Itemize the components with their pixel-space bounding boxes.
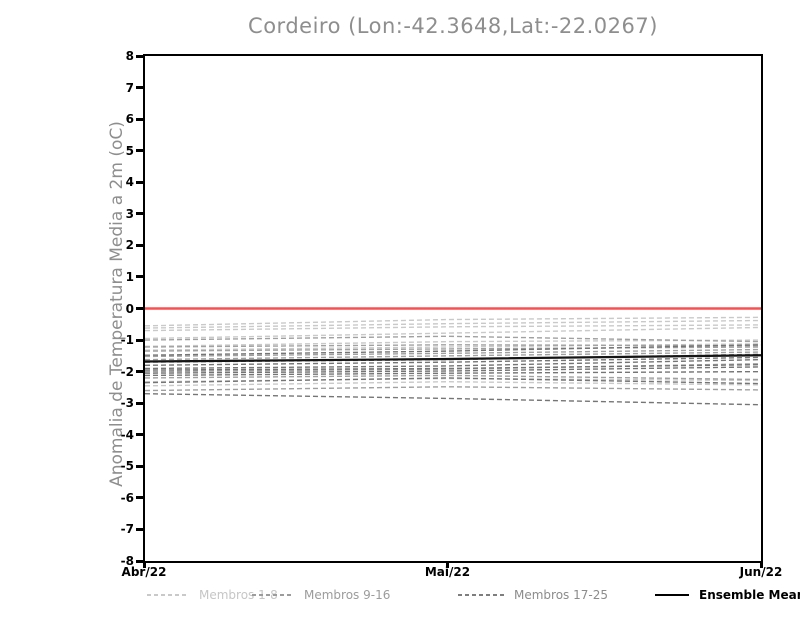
member-line-membro-8 <box>145 381 761 387</box>
member-line-membro-11 <box>145 346 761 352</box>
y-axis-tick <box>136 496 143 500</box>
y-axis-tick <box>136 180 143 184</box>
member-line-membro-25 <box>145 393 761 406</box>
legend-label: Membros 9-16 <box>304 588 391 602</box>
chart-legend: Membros 1-8 Membros 9-16 Membros 17-25 E… <box>0 587 800 603</box>
y-axis-tick <box>136 527 143 531</box>
member-line-membro-20 <box>145 358 761 370</box>
y-tick-label: -8 <box>120 554 134 568</box>
member-line-membro-24 <box>145 377 761 385</box>
member-line-membro-15 <box>145 374 761 381</box>
y-tick-label: -4 <box>120 427 134 442</box>
member-line-membro-5 <box>145 339 761 348</box>
y-axis-tick <box>136 243 143 247</box>
y-tick-label: 8 <box>125 49 134 63</box>
y-tick-label: 5 <box>125 143 134 158</box>
y-axis-tick <box>136 149 143 153</box>
legend-item-membros-1-8: Membros 1-8 <box>147 587 278 603</box>
member-line-membro-21 <box>145 363 761 371</box>
member-line-membro-17 <box>145 344 761 356</box>
dashed-line-sample-icon <box>458 594 504 596</box>
x-tick-label: Abr/22 <box>121 565 167 579</box>
member-line-membro-4 <box>145 326 761 340</box>
y-tick-label: 4 <box>125 175 134 190</box>
y-axis-tick <box>136 433 143 437</box>
y-axis-tick <box>136 117 143 121</box>
y-axis-tick <box>136 307 143 310</box>
solid-line-sample-icon <box>655 594 689 596</box>
y-axis-tick <box>136 275 143 279</box>
member-line-membro-22 <box>145 366 761 374</box>
legend-label: Membros 1-8 <box>199 588 278 602</box>
y-axis-tick <box>136 464 143 468</box>
member-line-membro-13 <box>145 351 761 361</box>
legend-item-ensemble-mean: Ensemble Mean <box>655 587 800 603</box>
legend-label: Membros 17-25 <box>514 588 608 602</box>
y-axis-tick <box>136 86 143 90</box>
x-axis-tick <box>445 563 449 568</box>
x-tick-label: Mai/22 <box>424 565 471 579</box>
legend-label: Ensemble Mean <box>699 588 800 602</box>
legend-item-membros-17-25: Membros 17-25 <box>458 587 608 603</box>
member-line-membro-10 <box>145 344 761 348</box>
y-tick-label: 1 <box>125 269 134 284</box>
legend-item-membros-9-16: Membros 9-16 <box>252 587 390 603</box>
member-line-membro-2 <box>145 319 761 329</box>
y-axis-tick <box>136 559 143 563</box>
member-line-membro-3 <box>145 324 761 332</box>
y-tick-label: -6 <box>120 490 134 505</box>
y-tick-label: 2 <box>125 238 134 253</box>
dashed-line-sample-icon <box>252 594 294 596</box>
member-line-membro-19 <box>145 356 761 367</box>
y-tick-label: -7 <box>120 522 134 537</box>
y-axis-tick <box>136 370 143 374</box>
member-line-membro-12 <box>145 348 761 358</box>
plot-area <box>143 54 763 563</box>
y-tick-label: 7 <box>125 80 134 95</box>
ensemble-mean-line <box>145 354 761 363</box>
member-line-membro-16 <box>145 386 761 392</box>
y-axis-tick <box>136 54 143 58</box>
y-axis-tick <box>136 212 143 216</box>
y-tick-label: -1 <box>120 333 134 348</box>
x-axis-tick <box>142 563 146 568</box>
y-tick-label: -5 <box>120 459 134 474</box>
x-tick-label: Jun/22 <box>739 565 783 579</box>
y-tick-label: -3 <box>120 396 134 411</box>
member-line-membro-23 <box>145 370 761 377</box>
y-axis-tick <box>136 401 143 405</box>
y-tick-label: 0 <box>125 301 134 316</box>
x-axis-tick <box>759 563 763 568</box>
chart-title: Cordeiro (Lon:-42.3648,Lat:-22.0267) <box>248 14 658 38</box>
dashed-line-sample-icon <box>147 594 189 596</box>
ensemble-lines-plot <box>145 307 761 406</box>
member-line-membro-6 <box>145 343 761 351</box>
member-line-membro-14 <box>145 363 761 373</box>
y-tick-label: 3 <box>125 206 134 221</box>
member-line-membro-7 <box>145 377 761 383</box>
member-line-membro-9 <box>145 335 761 343</box>
y-tick-label: -2 <box>120 364 134 379</box>
y-tick-label: 6 <box>125 112 134 127</box>
y-axis-tick <box>136 338 143 342</box>
